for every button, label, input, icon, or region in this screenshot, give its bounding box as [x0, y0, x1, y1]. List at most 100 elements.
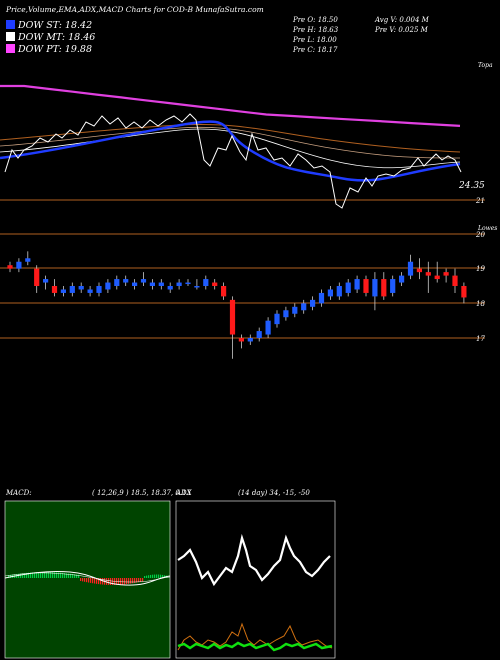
macd-histogram-bar — [96, 578, 98, 584]
macd-histogram-bar — [58, 572, 60, 578]
macd-histogram-bar — [8, 575, 10, 578]
macd-histogram-bar — [84, 578, 86, 582]
candle-body — [390, 279, 396, 293]
macd-histogram-bar — [126, 578, 128, 585]
price-axis-label-18: 18 — [476, 300, 485, 308]
ema-value-label: 24.35 — [458, 181, 485, 191]
candle-body — [176, 282, 182, 287]
macd-histogram-bar — [134, 578, 136, 583]
macd-histogram-bar — [158, 574, 160, 578]
candle-body — [301, 303, 307, 311]
macd-histogram-bar — [82, 578, 84, 582]
price-close-line — [4, 113, 462, 209]
candle-body — [60, 289, 66, 293]
candle-body — [372, 279, 378, 297]
candle-body — [310, 299, 316, 307]
macd-histogram-bar — [34, 572, 36, 578]
candle-body — [443, 272, 449, 276]
macd-histogram-bar — [62, 572, 64, 578]
candle-body — [461, 286, 467, 298]
legend-swatch-st — [6, 20, 15, 29]
ema-level-label: 21 — [475, 197, 485, 205]
macd-histogram-bar — [142, 578, 144, 582]
macd-histogram-bar — [140, 578, 142, 582]
macd-histogram-bar — [148, 575, 150, 578]
price-panel: Lowes 20 19 18 17 — [0, 225, 497, 359]
macd-histogram-bar — [10, 574, 12, 578]
candle-body — [25, 258, 31, 262]
ema-long-line-1 — [0, 123, 461, 153]
candle-body — [256, 331, 262, 339]
macd-histogram-bar — [54, 572, 56, 578]
macd-histogram-bar — [152, 574, 154, 578]
adx-title: ADX — [175, 489, 193, 497]
macd-signal-line — [4, 572, 171, 583]
candle-body — [265, 320, 271, 335]
candle-body — [354, 279, 360, 290]
macd-histogram-bar — [70, 573, 72, 578]
macd-histogram-bar — [86, 578, 88, 583]
macd-histogram-bar — [26, 572, 28, 578]
candle-body — [238, 338, 244, 342]
price-panel-corner-label: Lowes — [477, 225, 497, 232]
macd-panel: MACD: ( 12,26,9 ) 18.5, 18.37, 0.13 — [4, 489, 192, 659]
macd-plot-area — [4, 500, 171, 659]
candle-body — [78, 286, 84, 290]
macd-histogram-bar — [108, 578, 110, 585]
macd-histogram-bar — [22, 573, 24, 578]
legend-label-pt: DOW PT: 19.88 — [17, 44, 92, 55]
candle-body — [7, 265, 13, 269]
macd-histogram-bar — [20, 573, 22, 578]
candlesticks — [7, 251, 467, 359]
candle-body — [105, 282, 111, 290]
candle-body — [345, 282, 351, 293]
legend-swatch-pt — [6, 44, 15, 53]
macd-histogram-bar — [80, 578, 82, 581]
macd-histogram-bar — [56, 572, 58, 578]
macd-histogram-bar — [130, 578, 132, 584]
macd-histogram-bar — [90, 578, 92, 583]
ema-panel: Topa 24.35 21 — [0, 62, 493, 209]
candle-body — [274, 313, 280, 325]
candle-body — [69, 286, 75, 293]
macd-histogram-bar — [138, 578, 140, 583]
candle-body — [363, 279, 369, 293]
legend-label-mt: DOW MT: 18.46 — [17, 32, 95, 43]
macd-histogram-bar — [32, 572, 34, 578]
candle-body — [96, 286, 102, 293]
macd-histogram-bar — [42, 572, 44, 578]
macd-histogram-bar — [120, 578, 122, 585]
stat-low: Pre L: 18.00 — [292, 36, 337, 44]
macd-histogram-bar — [160, 574, 162, 578]
macd-histogram-bar — [100, 578, 102, 585]
adx-params: (14 day) 34, -15, -50 — [238, 489, 310, 497]
legend-swatch-mt — [6, 32, 15, 41]
candle-body — [203, 279, 209, 287]
candle-body — [336, 286, 342, 297]
candle-body — [399, 275, 405, 283]
candle-body — [158, 282, 164, 287]
candle-body — [327, 289, 333, 297]
macd-histogram-bar — [44, 572, 46, 578]
macd-histogram-bar — [154, 574, 156, 578]
stat-high: Pre H: 18.63 — [292, 26, 339, 34]
candle-body — [140, 279, 147, 283]
macd-histogram-bar — [128, 578, 130, 584]
legend-label-st: DOW ST: 18.42 — [17, 20, 92, 31]
candle-body — [247, 338, 253, 342]
macd-params: ( 12,26,9 ) 18.5, 18.37, 0.13 — [92, 489, 192, 497]
macd-histogram-bar — [150, 574, 152, 578]
candle-body — [87, 289, 93, 293]
candle-body — [434, 275, 440, 280]
macd-histogram-bar — [144, 576, 146, 578]
candle-body — [194, 286, 200, 288]
candle-body — [292, 306, 298, 314]
dow-mt-line — [0, 128, 461, 169]
stat-avg-volume: Avg V: 0.004 M — [374, 16, 430, 24]
candle-body — [318, 292, 325, 304]
macd-histogram-bar — [38, 572, 40, 578]
macd-histogram-bar — [50, 572, 52, 578]
candle-body — [381, 279, 387, 297]
macd-histogram-bar — [88, 578, 90, 583]
